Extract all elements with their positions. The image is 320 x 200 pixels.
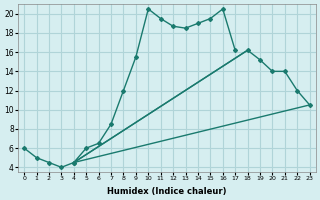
X-axis label: Humidex (Indice chaleur): Humidex (Indice chaleur) <box>107 187 227 196</box>
